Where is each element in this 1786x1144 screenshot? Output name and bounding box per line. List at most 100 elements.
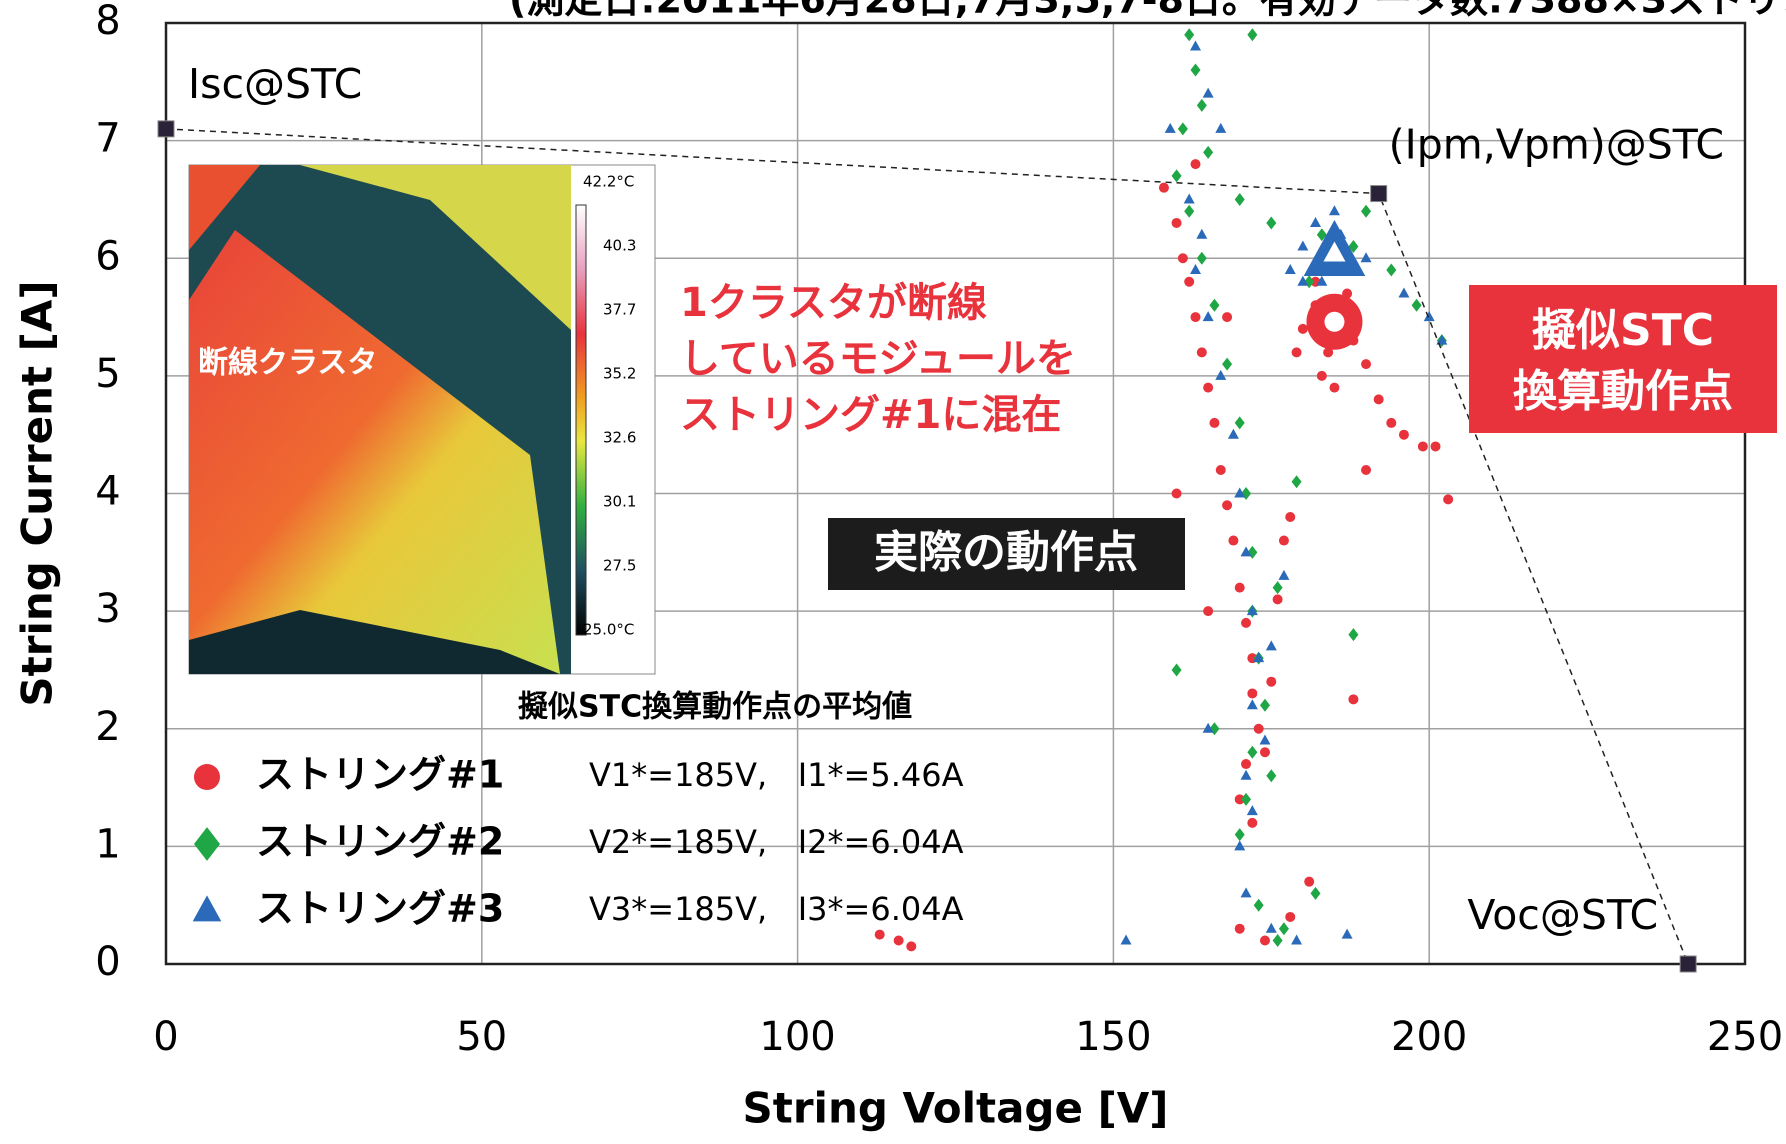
x-tick-label: 100 — [759, 1014, 835, 1060]
colorbar — [576, 205, 586, 635]
y-tick-label: 3 — [95, 586, 120, 632]
average-label: V3*=185V, I3*=6.04A — [589, 890, 964, 928]
data-point — [1235, 924, 1245, 934]
data-point — [1247, 699, 1258, 709]
data-point — [1431, 441, 1441, 451]
data-point — [1443, 494, 1453, 504]
y-axis-title: String Current [A] — [13, 280, 62, 706]
chart: (測定日:2011年6月28日,7月3,5,7-8日。有効データ数:7388×3… — [0, 0, 1786, 1144]
data-point — [1259, 735, 1270, 745]
actual-label: 実際の動作点 — [874, 527, 1138, 578]
data-point — [1184, 205, 1194, 218]
data-point — [1197, 99, 1207, 112]
data-point — [1399, 430, 1409, 440]
y-tick-label: 7 — [95, 116, 120, 162]
data-point — [1184, 277, 1194, 287]
colorbar-label: 42.2°C — [583, 173, 634, 191]
x-tick-label: 150 — [1075, 1014, 1151, 1060]
data-point — [1222, 358, 1232, 371]
data-point — [1273, 934, 1283, 947]
stc-label: (Ipm,Vpm)@STC — [1389, 121, 1724, 169]
data-point — [1386, 418, 1396, 428]
stc-label: Voc@STC — [1467, 891, 1658, 939]
data-point — [1361, 252, 1372, 262]
data-point — [1228, 429, 1239, 439]
data-point — [1398, 288, 1409, 298]
data-point — [1361, 465, 1371, 475]
data-point — [1418, 441, 1428, 451]
data-point — [1348, 628, 1358, 641]
colorbar-label: 30.1 — [603, 493, 636, 511]
data-point — [1241, 887, 1252, 897]
data-point — [1278, 570, 1289, 580]
data-point — [1266, 677, 1276, 687]
y-tick-label: 4 — [95, 469, 120, 515]
data-point — [1209, 299, 1219, 312]
chart-title: (測定日:2011年6月28日,7月3,5,7-8日。有効データ数:7388×3… — [509, 0, 1786, 22]
data-point — [1191, 64, 1201, 77]
data-point — [1247, 746, 1257, 759]
data-point — [1247, 805, 1258, 815]
data-point — [1273, 594, 1283, 604]
y-tick-label: 0 — [95, 939, 120, 985]
data-point — [1235, 193, 1245, 206]
stc-box-text: 擬似STC — [1532, 305, 1714, 356]
data-point — [1279, 922, 1289, 935]
data-point — [1191, 159, 1201, 169]
y-tick-label: 6 — [95, 233, 120, 279]
data-point — [1203, 606, 1213, 616]
data-point — [1159, 183, 1169, 193]
data-point — [1228, 536, 1238, 546]
data-point — [1266, 216, 1276, 229]
data-point — [1285, 264, 1296, 274]
data-point — [1190, 264, 1201, 274]
note-text: 1クラスタが断線 — [680, 280, 987, 326]
x-tick-label: 50 — [456, 1014, 507, 1060]
inset-label: 断線クラスタ — [198, 346, 377, 381]
data-point — [875, 930, 885, 940]
legend-label: ストリング#3 — [256, 887, 504, 931]
legend-marker — [194, 827, 220, 861]
data-point — [1329, 383, 1339, 393]
data-point — [1348, 694, 1358, 704]
legend-label: ストリング#1 — [256, 753, 504, 797]
y-tick-label: 5 — [95, 351, 120, 397]
data-point — [1241, 770, 1252, 780]
data-point — [1266, 923, 1277, 933]
legend-label: ストリング#2 — [256, 820, 504, 864]
data-point — [1260, 699, 1270, 712]
colorbar-label: 27.5 — [603, 557, 636, 575]
data-point — [1310, 217, 1321, 227]
data-point — [1285, 512, 1295, 522]
data-point — [1361, 205, 1371, 218]
data-point — [1279, 536, 1289, 546]
legend-marker — [194, 764, 220, 790]
data-point — [1241, 793, 1251, 806]
data-point — [1285, 912, 1295, 922]
data-point — [1172, 489, 1182, 499]
data-point — [1203, 88, 1214, 98]
data-point — [1317, 371, 1327, 381]
data-point — [1197, 252, 1207, 265]
data-point — [1273, 581, 1283, 594]
data-point — [1266, 769, 1276, 782]
data-point — [1412, 299, 1422, 312]
data-point — [1260, 747, 1270, 757]
data-point — [1266, 640, 1277, 650]
y-tick-label: 1 — [95, 821, 120, 867]
data-point — [1235, 828, 1245, 841]
data-point — [1178, 253, 1188, 263]
data-point — [1254, 899, 1264, 912]
data-point — [1215, 370, 1226, 380]
data-point — [1342, 929, 1353, 939]
colorbar-label: 40.3 — [603, 237, 636, 255]
data-point — [1203, 146, 1213, 159]
data-point — [1209, 418, 1219, 428]
data-point — [1292, 347, 1302, 357]
thermal-image: 断線クラスタ42.2°C40.337.735.232.630.127.525.0… — [189, 165, 655, 674]
data-point — [1235, 583, 1245, 593]
data-point — [906, 941, 916, 951]
data-point — [1247, 818, 1257, 828]
data-point — [1203, 311, 1214, 321]
data-point — [1184, 28, 1194, 41]
